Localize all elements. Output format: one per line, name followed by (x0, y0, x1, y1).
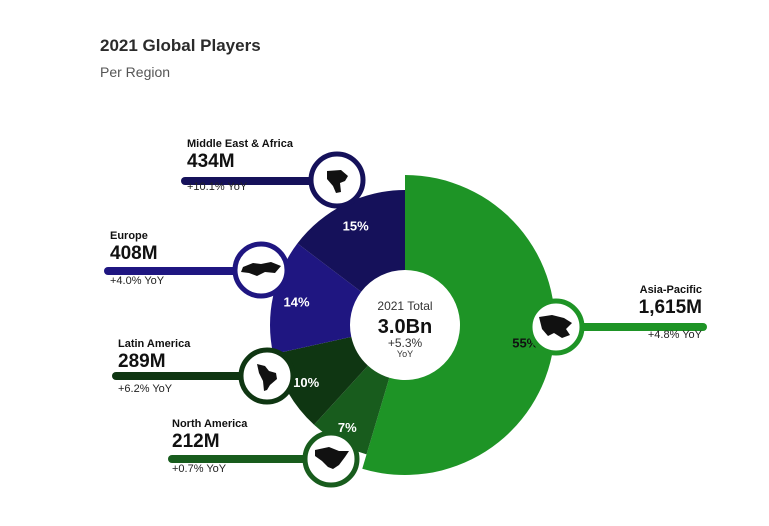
label-asia-pacific: Asia-Pacific 1,615M +4.8% YoY (639, 284, 702, 341)
region-yoy: +10.1% YoY (187, 181, 248, 193)
slice-percent-middle-east-africa: 15% (343, 219, 369, 234)
region-value: 212M (172, 431, 220, 452)
slice-percent-north-america: 7% (338, 420, 357, 435)
slice-percent-latin-america: 10% (293, 375, 319, 390)
region-value: 408M (110, 243, 158, 264)
label-latin-america: Latin America 289M +6.2% YoY (118, 338, 190, 395)
europe-map-icon (232, 241, 290, 299)
region-value: 434M (187, 151, 235, 172)
region-name: Middle East & Africa (187, 138, 293, 150)
asia-map-icon (527, 298, 585, 356)
slice-latin-america (273, 336, 368, 425)
slice-europe (270, 243, 362, 355)
latin-america-map-icon (238, 347, 296, 405)
slice-middle-east-africa (297, 190, 405, 292)
page-subtitle: Per Region (100, 64, 171, 80)
region-name: Asia-Pacific (639, 284, 702, 296)
region-value: 1,615M (638, 297, 702, 318)
center-change: +5.3% (388, 336, 423, 350)
label-europe: Europe 408M +4.0% YoY (110, 230, 164, 287)
region-name: Europe (110, 230, 148, 242)
center-label: 2021 Total (377, 299, 432, 313)
label-middle-east-africa: Middle East & Africa 434M +10.1% YoY (187, 138, 293, 193)
label-north-america: North America 212M +0.7% YoY (172, 418, 247, 475)
region-yoy: +6.2% YoY (118, 383, 173, 395)
africa-map-icon (308, 151, 366, 209)
region-name: North America (172, 418, 248, 430)
center-total: 2021 Total 3.0Bn +5.3% YoY (352, 272, 458, 378)
center-change-unit: YoY (397, 349, 413, 359)
center-value: 3.0Bn (378, 316, 432, 338)
slice-asia-pacific (362, 175, 555, 475)
region-name: Latin America (118, 338, 191, 350)
page-title: 2021 Global Players (100, 36, 261, 55)
region-yoy: +0.7% YoY (172, 463, 227, 475)
north-america-map-icon (302, 430, 360, 488)
region-yoy: +4.8% YoY (647, 329, 702, 341)
slice-percent-europe: 14% (284, 294, 310, 309)
region-yoy: +4.0% YoY (110, 275, 165, 287)
region-value: 289M (118, 351, 166, 372)
